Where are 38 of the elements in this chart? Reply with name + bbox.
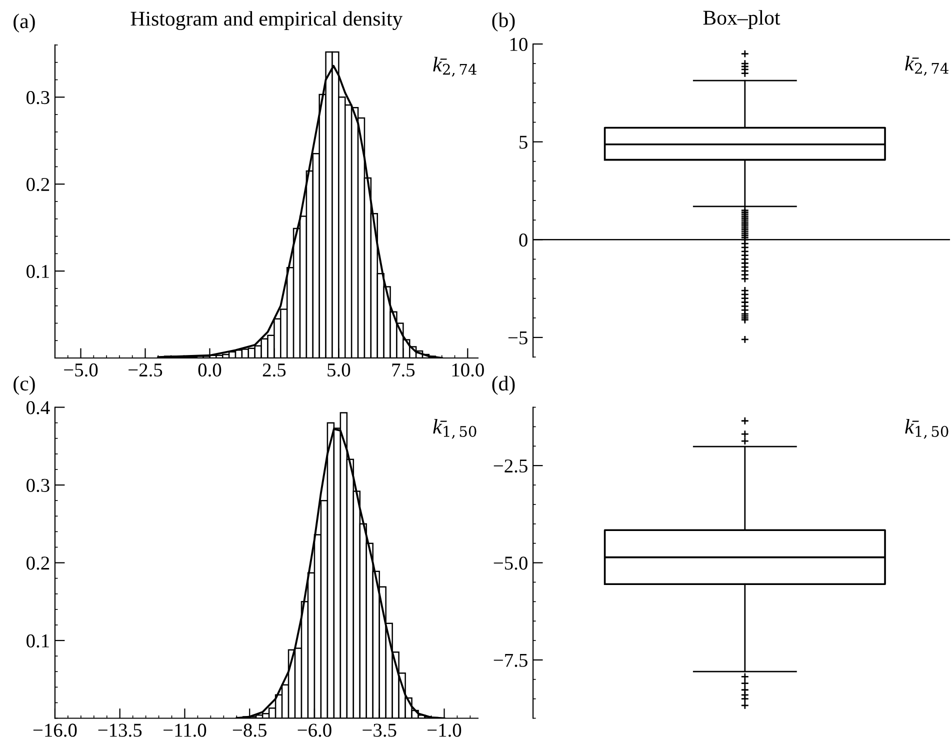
x-tick-label: 10.0: [452, 363, 484, 377]
y-tick-label: 0.1: [26, 264, 49, 278]
y-tick-label: 0.3: [26, 478, 50, 492]
x-tick-label: 2.5: [262, 363, 286, 377]
y-tick-label: −7.5: [494, 654, 528, 667]
text: (a): [14, 14, 35, 32]
y-tick-label: −2.5: [494, 459, 528, 473]
y-tick-label: 0.2: [26, 556, 50, 570]
chart-title: Box–plot: [703, 10, 780, 29]
y-tick-label: 10: [510, 38, 528, 51]
y-tick-label: 0: [519, 233, 528, 247]
x-tick-label: −5.0: [64, 363, 98, 377]
text: k̄$_{1,50}$: [905, 419, 948, 439]
text: (b): [492, 12, 515, 32]
y-tick-label: 0.4: [26, 401, 50, 414]
x-tick-label: −11.0: [164, 724, 206, 737]
y-tick-label: −5: [508, 331, 528, 344]
x-tick-label: 0.0: [198, 363, 222, 377]
x-tick-label: −8.5: [232, 724, 266, 737]
annotation: k̄$_{1,50}$: [433, 419, 476, 439]
x-tick-label: −2.5: [128, 363, 162, 377]
text: (c): [14, 376, 35, 395]
x-tick-label: −16.0: [33, 724, 77, 737]
annotation: k̄$_{2,74}$: [433, 56, 476, 77]
y-tick-label: −5.0: [494, 556, 528, 570]
x-tick-label: −6.0: [298, 724, 332, 737]
text: (d): [492, 376, 515, 395]
y-tick-label: 5: [520, 136, 528, 149]
text: k̄$_{2,74}$: [905, 56, 948, 76]
y-tick-label: 0.2: [26, 178, 50, 192]
x-tick-label: 7.5: [392, 364, 415, 377]
y-tick-label: 0.3: [26, 90, 50, 104]
x-tick-label: −3.5: [362, 724, 396, 737]
chart-title: Histogram and empirical density: [130, 11, 403, 30]
y-tick-label: 0.1: [26, 634, 49, 648]
x-tick-label: −13.5: [98, 724, 142, 737]
x-tick-label: −1.0: [428, 724, 462, 737]
x-tick-label: 5.0: [328, 363, 350, 377]
